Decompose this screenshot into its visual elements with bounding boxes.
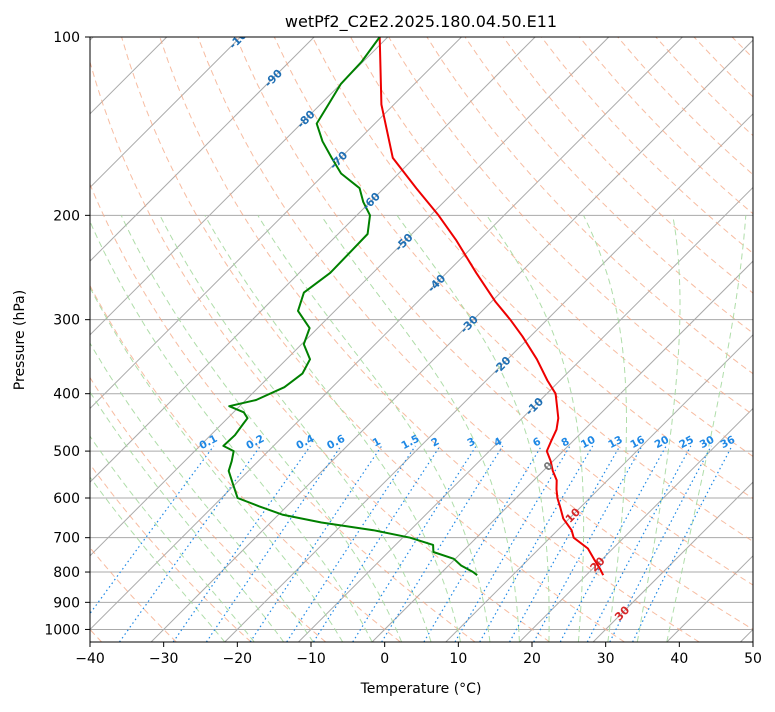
y-tick-label: 500 — [53, 444, 80, 460]
y-tick-label: 400 — [53, 387, 80, 403]
y-tick-label: 200 — [53, 208, 80, 224]
y-tick-label: 600 — [53, 491, 80, 507]
y-axis-label: Pressure (hPa) — [12, 290, 28, 390]
x-axis-label: Temperature (°C) — [360, 681, 482, 697]
y-tick-label: 700 — [53, 531, 80, 547]
y-tick-label: 800 — [53, 565, 80, 581]
x-tick-label: 10 — [449, 651, 467, 667]
y-tick-label: 1000 — [44, 622, 80, 638]
x-tick-label: −10 — [296, 651, 326, 667]
y-tick-label: 900 — [53, 595, 80, 611]
x-tick-label: 20 — [523, 651, 541, 667]
x-tick-label: −30 — [149, 651, 179, 667]
x-tick-label: 30 — [597, 651, 615, 667]
x-tick-label: 50 — [744, 651, 762, 667]
x-tick-label: 40 — [670, 651, 688, 667]
chart-title: wetPf2_C2E2.2025.180.04.50.E11 — [285, 12, 557, 32]
x-tick-label: 0 — [380, 651, 389, 667]
x-tick-label: −40 — [75, 651, 105, 667]
y-tick-label: 100 — [53, 30, 80, 46]
y-tick-label: 300 — [53, 313, 80, 329]
x-tick-label: −20 — [223, 651, 253, 667]
